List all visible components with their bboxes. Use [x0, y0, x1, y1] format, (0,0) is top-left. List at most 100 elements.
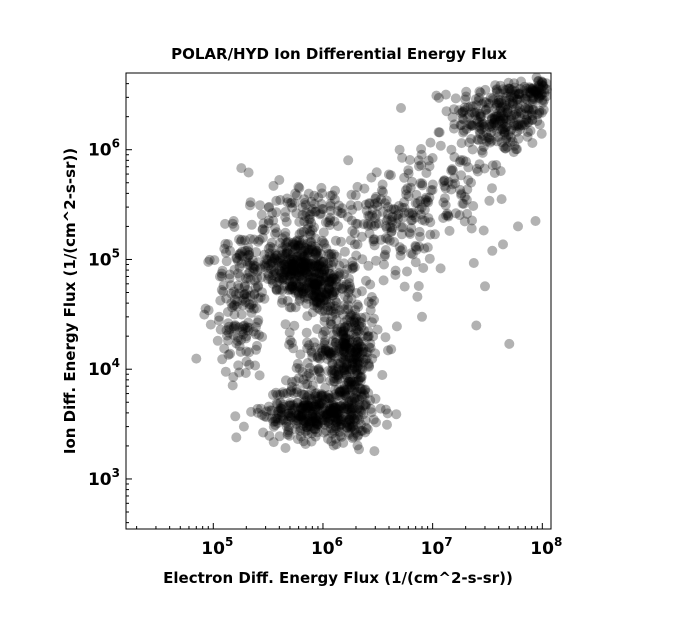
- scatter-point: [232, 336, 243, 346]
- scatter-point: [323, 283, 334, 294]
- scatter-point: [313, 399, 324, 410]
- scatter-point: [362, 347, 373, 358]
- scatter-point: [349, 380, 360, 390]
- scatter-point: [423, 197, 434, 208]
- scatter-point: [311, 418, 322, 429]
- scatter-point: [310, 249, 321, 260]
- scatter-point: [284, 285, 295, 296]
- scatter-point: [505, 125, 516, 136]
- scatter-point: [362, 332, 373, 343]
- scatter-point: [351, 350, 362, 361]
- scatter-point: [347, 337, 358, 348]
- scatter-point: [396, 103, 406, 113]
- scatter-point: [341, 279, 352, 290]
- scatter-point: [294, 281, 305, 292]
- scatter-point: [342, 359, 352, 370]
- scatter-point: [316, 343, 326, 354]
- scatter-point: [274, 265, 285, 275]
- scatter-point: [289, 239, 300, 250]
- scatter-point: [369, 295, 380, 306]
- scatter-point: [466, 120, 477, 131]
- scatter-point: [275, 405, 286, 416]
- scatter-point: [327, 346, 338, 357]
- scatter-point: [324, 220, 335, 231]
- scatter-point: [349, 262, 360, 273]
- scatter-point: [229, 264, 240, 275]
- scatter-point: [311, 401, 322, 412]
- scatter-point: [304, 401, 315, 412]
- scatter-point: [305, 209, 316, 220]
- scatter-point: [244, 247, 254, 258]
- scatter-point: [502, 104, 513, 115]
- scatter-point: [493, 111, 503, 122]
- scatter-point: [307, 380, 318, 391]
- scatter-point: [512, 144, 522, 155]
- scatter-point: [339, 380, 350, 391]
- scatter-point: [297, 367, 308, 377]
- scatter-point: [352, 348, 363, 359]
- scatter-point: [352, 369, 363, 380]
- scatter-point: [352, 336, 363, 347]
- scatter-point: [307, 272, 318, 283]
- scatter-point: [365, 403, 376, 414]
- scatter-point: [307, 409, 318, 420]
- scatter-point: [533, 76, 544, 87]
- scatter-point: [302, 392, 312, 403]
- scatter-point: [369, 198, 380, 209]
- scatter-point: [335, 416, 346, 427]
- scatter-point: [335, 419, 346, 430]
- scatter-point: [301, 422, 312, 433]
- scatter-point: [344, 352, 355, 363]
- scatter-point: [298, 259, 309, 270]
- scatter-point: [250, 329, 261, 340]
- scatter-point: [297, 260, 308, 271]
- scatter-point: [300, 259, 311, 270]
- scatter-point: [454, 157, 465, 167]
- scatter-point: [321, 409, 332, 420]
- scatter-point: [323, 279, 334, 290]
- scatter-point: [491, 160, 502, 170]
- scatter-point: [459, 105, 470, 116]
- scatter-point: [286, 265, 297, 276]
- scatter-point: [310, 268, 321, 279]
- scatter-point: [336, 415, 347, 426]
- scatter-point: [286, 251, 296, 262]
- scatter-point: [530, 86, 541, 97]
- scatter-point: [295, 264, 306, 275]
- scatter-point: [320, 415, 331, 426]
- scatter-point: [524, 82, 535, 93]
- scatter-point: [349, 367, 360, 378]
- scatter-point: [305, 405, 316, 416]
- scatter-point: [311, 252, 322, 263]
- scatter-point: [267, 243, 278, 254]
- scatter-point: [334, 268, 344, 278]
- scatter-point: [296, 403, 307, 414]
- scatter-point: [330, 384, 340, 395]
- scatter-point: [352, 181, 363, 192]
- scatter-point: [290, 376, 301, 387]
- scatter-point: [237, 295, 248, 306]
- scatter-point: [381, 195, 392, 206]
- scatter-point: [526, 108, 537, 119]
- scatter-point: [337, 284, 348, 294]
- scatter-point: [511, 126, 522, 137]
- scatter-point: [310, 259, 321, 270]
- scatter-point: [250, 360, 261, 371]
- scatter-point: [302, 379, 313, 390]
- scatter-point: [284, 400, 295, 411]
- scatter-point: [410, 198, 421, 209]
- scatter-point: [276, 415, 286, 426]
- scatter-point: [335, 391, 346, 402]
- scatter-point: [298, 226, 309, 237]
- scatter-point: [338, 331, 349, 342]
- scatter-point: [491, 84, 502, 95]
- scatter-point: [300, 197, 310, 208]
- scatter-point: [231, 301, 242, 312]
- scatter-point: [291, 278, 302, 289]
- scatter-point: [491, 109, 502, 120]
- scatter-point: [456, 108, 467, 119]
- scatter-point: [283, 411, 294, 422]
- scatter-point: [294, 270, 305, 281]
- scatter-point: [303, 411, 314, 422]
- scatter-point: [282, 197, 293, 208]
